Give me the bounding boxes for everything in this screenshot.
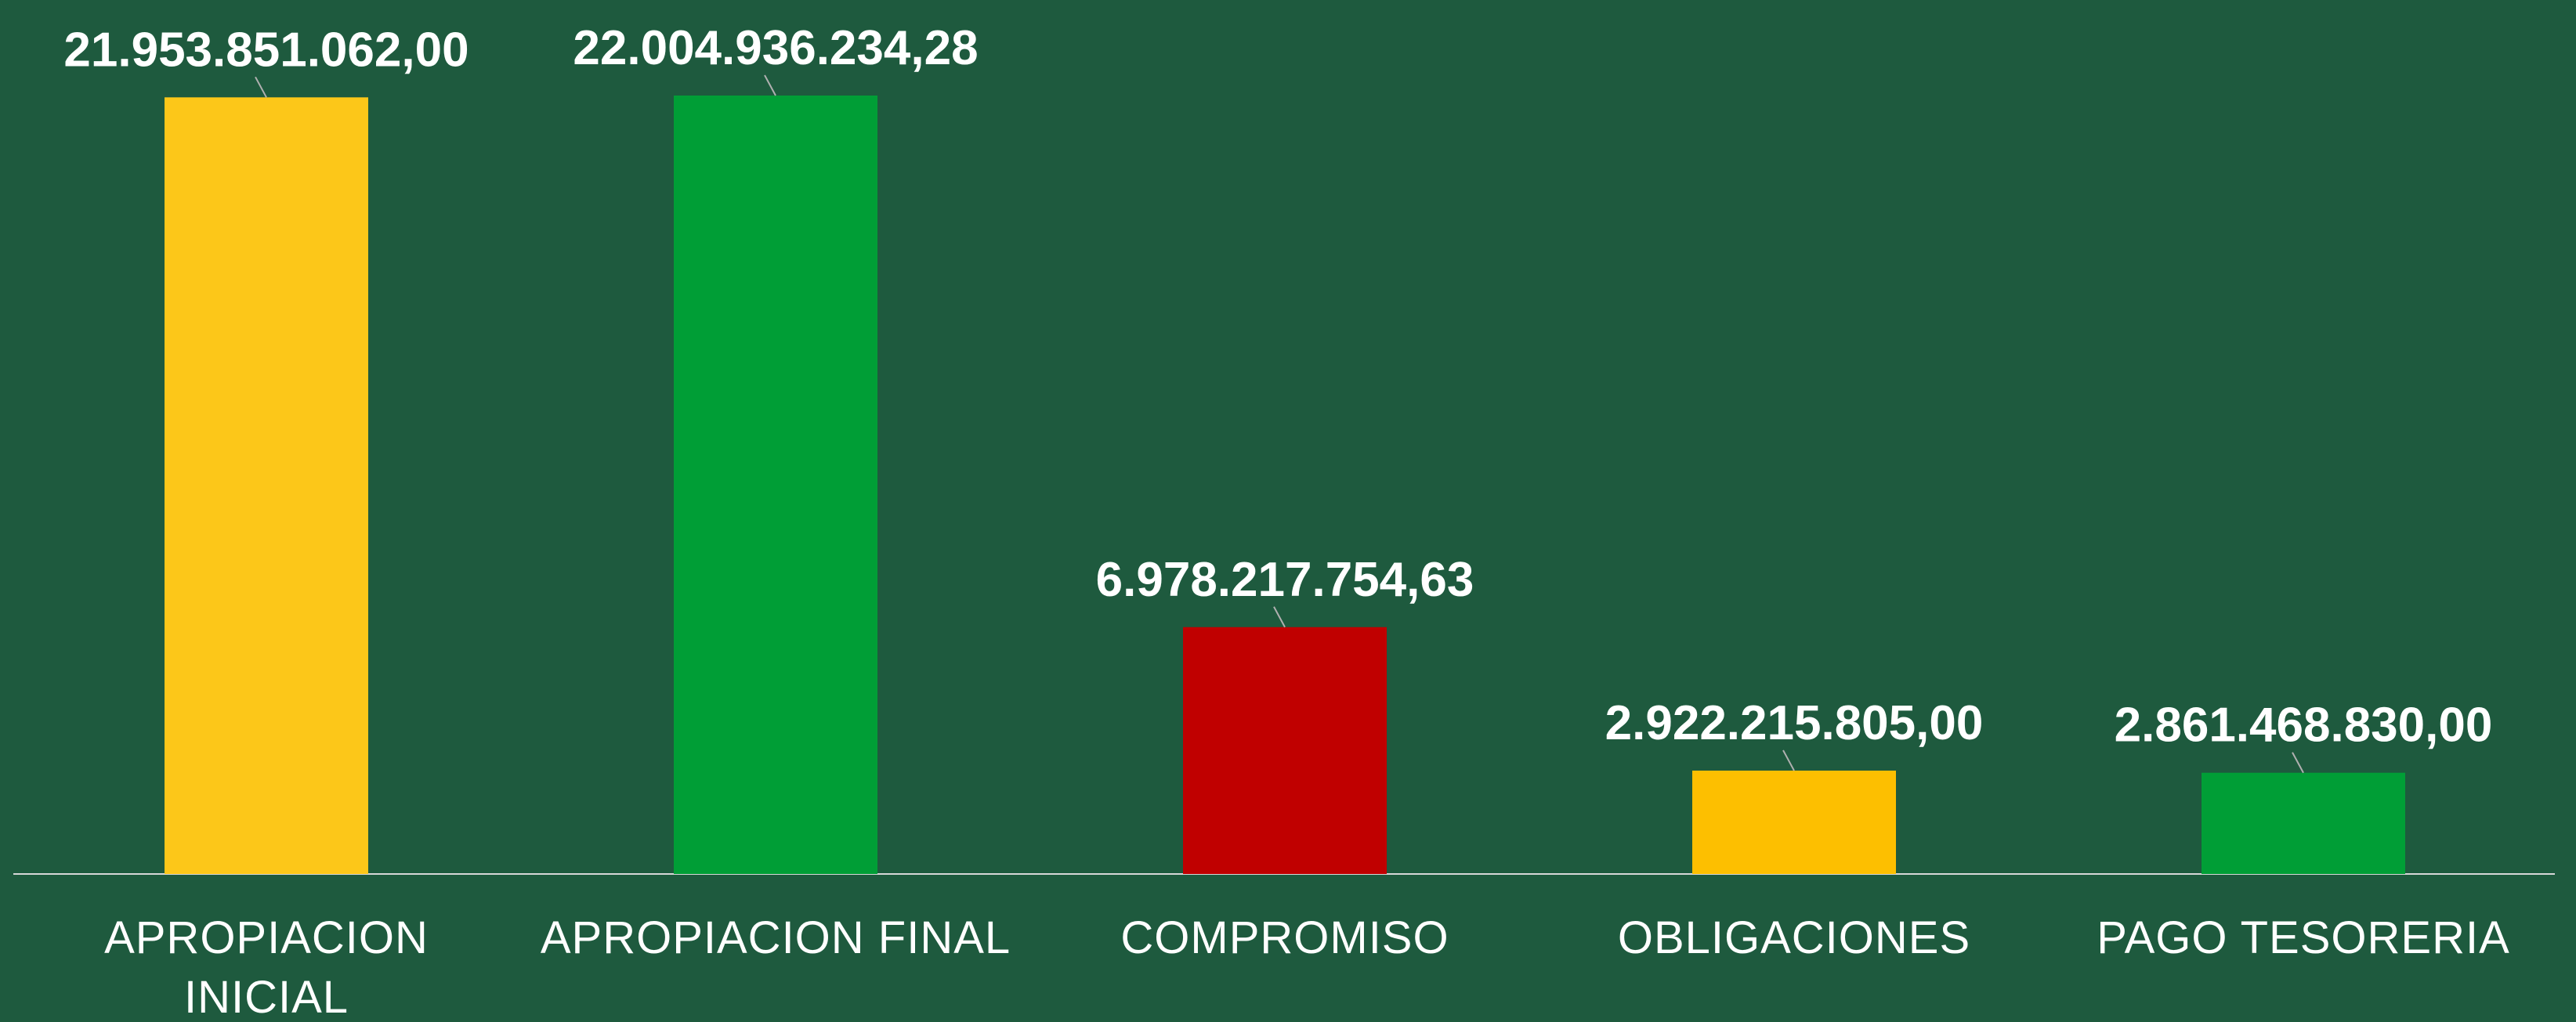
value-label: 22.004.936.234,28: [573, 21, 978, 75]
x-tick-label: APROPIACION FINAL: [540, 912, 1011, 963]
leader-line: [2292, 752, 2304, 774]
value-label: 21.953.851.062,00: [63, 23, 469, 77]
bar: [2202, 772, 2405, 874]
x-tick-label: PAGO TESORERIA: [2097, 912, 2510, 963]
value-label: 2.922.215.805,00: [1605, 696, 1984, 750]
bar: [1183, 627, 1387, 874]
value-label: 6.978.217.754,63: [1096, 553, 1474, 607]
bar: [165, 97, 368, 874]
bar: [1692, 770, 1896, 874]
x-tick-label: APROPIACION INICIAL: [104, 912, 429, 1022]
x-tick-label: OBLIGACIONES: [1617, 912, 1971, 963]
leader-line: [255, 76, 267, 98]
leader-line: [764, 74, 776, 96]
bar: [674, 96, 877, 874]
leader-line: [1273, 606, 1286, 628]
leader-line: [1782, 749, 1795, 771]
value-label: 2.861.468.830,00: [2115, 699, 2493, 753]
x-tick-label: COMPROMISO: [1120, 912, 1449, 963]
